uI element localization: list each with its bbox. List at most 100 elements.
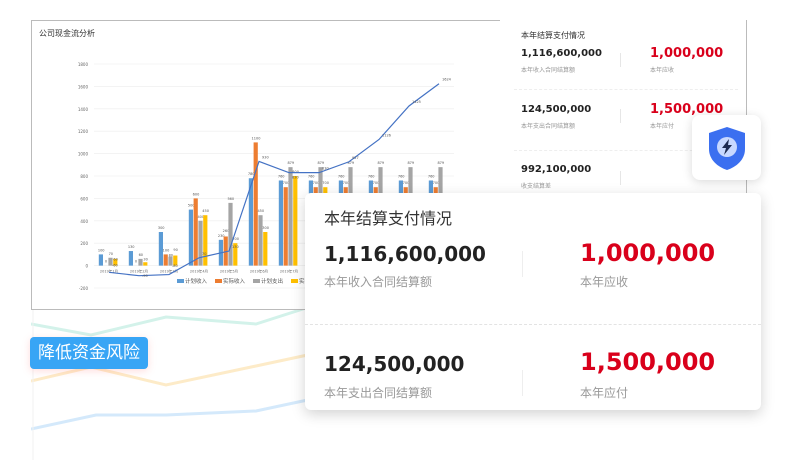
divider — [305, 324, 761, 325]
bar-计划支出 — [288, 167, 293, 266]
line-data-label: 927 — [352, 156, 359, 160]
income-total-label: 本年收入合同结算额 — [521, 67, 576, 74]
legend-swatch — [215, 279, 222, 283]
line-series — [108, 83, 440, 277]
receivable-label: 本年应收 — [580, 275, 629, 289]
receivable-value: 1,000,000 — [650, 46, 724, 61]
bar-data-label: 600 — [193, 192, 200, 196]
divider — [620, 171, 621, 185]
bar-计划收入 — [128, 251, 133, 266]
bar-data-label: 300 — [158, 226, 165, 230]
shield-card — [692, 115, 761, 180]
divider — [522, 251, 523, 277]
bar-data-label: 230 — [218, 234, 225, 238]
bar-data-label: 879 — [287, 161, 294, 165]
expense-total-value: 124,500,000 — [324, 352, 465, 376]
bar-data-label: 0 — [105, 260, 107, 264]
line-data-label: -80 — [172, 264, 178, 268]
bar-data-label: 879 — [377, 161, 384, 165]
bar-data-label: 60 — [139, 253, 143, 257]
bar-data-label: 80 — [169, 254, 173, 258]
line-data-label: -60 — [112, 263, 118, 267]
x-tick-label: 2019年3月 — [160, 269, 178, 274]
bar-data-label: 90 — [173, 248, 177, 252]
bar-data-label: 700 — [373, 181, 380, 185]
line-data-label: 830 — [292, 176, 299, 180]
payable-value: 1,500,000 — [580, 348, 716, 376]
bar-data-label: 760 — [368, 174, 375, 178]
bar-计划收入 — [98, 254, 103, 266]
bar-实际支出 — [173, 255, 178, 266]
divider — [514, 89, 738, 90]
divider — [620, 53, 621, 67]
legend-label: 计划支出 — [261, 277, 283, 285]
bar-data-label: 700 — [322, 181, 329, 185]
x-tick-label: 2019年2月 — [130, 269, 148, 274]
bar-计划支出 — [108, 257, 113, 266]
card-title: 本年结算支付情况 — [324, 209, 453, 228]
line-data-label: 1126 — [382, 133, 391, 137]
income-total-label: 本年收入合同结算额 — [324, 275, 433, 289]
bar-data-label: 60 — [113, 257, 117, 261]
bar-计划收入 — [278, 180, 283, 266]
reduce-risk-badge: 降低资金风险 — [30, 337, 148, 369]
bar-data-label: 0 — [135, 260, 137, 264]
y-tick-label: 1800 — [78, 62, 89, 67]
legend-swatch — [177, 279, 184, 283]
bar-data-label: 300 — [262, 226, 269, 230]
shield-lightning-icon — [708, 126, 745, 170]
payable-label: 本年应付 — [650, 123, 675, 130]
line-data-label: 1624 — [442, 78, 452, 82]
bar-data-label: 400 — [197, 215, 204, 219]
receivable-value: 1,000,000 — [580, 239, 716, 267]
bar-data-label: 700 — [433, 181, 440, 185]
y-tick-label: 1400 — [78, 107, 89, 112]
x-tick-label: 2019年4月 — [190, 269, 208, 274]
divider — [522, 370, 523, 396]
y-tick-label: 1200 — [78, 129, 89, 134]
bar-计划收入 — [188, 209, 193, 266]
expense-total-label: 本年支出合同结算额 — [324, 386, 433, 400]
y-tick-label: 200 — [80, 241, 88, 246]
bar-data-label: 100 — [163, 248, 170, 252]
y-tick-label: 0 — [85, 264, 88, 269]
bar-计划支出 — [258, 215, 263, 266]
bar-data-label: 500 — [188, 204, 195, 208]
bar-实际收入 — [163, 254, 168, 266]
y-tick-label: 1600 — [78, 84, 89, 89]
bar-实际收入 — [253, 142, 258, 266]
bar-data-label: 700 — [313, 181, 320, 185]
bar-计划支出 — [198, 220, 203, 266]
bar-data-label: 760 — [278, 174, 285, 178]
bar-data-label: 70 — [109, 252, 113, 256]
line-data-label: 930 — [262, 155, 269, 159]
legend-swatch — [253, 279, 260, 283]
legend-label: 实际收入 — [223, 277, 246, 285]
expense-total-label: 本年支出合同结算额 — [521, 123, 576, 130]
y-tick-label: 800 — [80, 174, 88, 179]
bar-实际收入 — [223, 236, 228, 266]
background-decoration — [31, 300, 332, 460]
bar-data-label: 760 — [308, 174, 315, 178]
bar-实际支出 — [113, 258, 118, 266]
bar-data-label: 700 — [343, 181, 350, 185]
legend-label: 计划收入 — [185, 277, 208, 285]
line-data-label: 130 — [232, 245, 239, 249]
bar-data-label: 760 — [338, 174, 345, 178]
bar-实际收入 — [283, 187, 288, 266]
income-total-value: 1,116,600,000 — [324, 242, 486, 266]
y-tick-label: -200 — [79, 286, 89, 291]
balance-value: 992,100,000 — [521, 164, 592, 175]
bar-data-label: 700 — [283, 181, 290, 185]
bar-data-label: 879 — [347, 161, 354, 165]
expense-total-value: 124,500,000 — [521, 104, 592, 115]
x-tick-label: 2019年6月 — [250, 269, 268, 274]
y-tick-label: 600 — [80, 196, 88, 201]
x-tick-label: 2019年1月 — [100, 269, 118, 274]
bar-data-label: 450 — [202, 209, 209, 213]
income-total-value: 1,116,600,000 — [521, 48, 602, 59]
bar-实际支出 — [143, 262, 148, 266]
x-tick-label: 2019年5月 — [220, 269, 238, 274]
y-tick-label: 1000 — [78, 152, 89, 157]
chart-title: 公司现金流分析 — [39, 29, 95, 38]
